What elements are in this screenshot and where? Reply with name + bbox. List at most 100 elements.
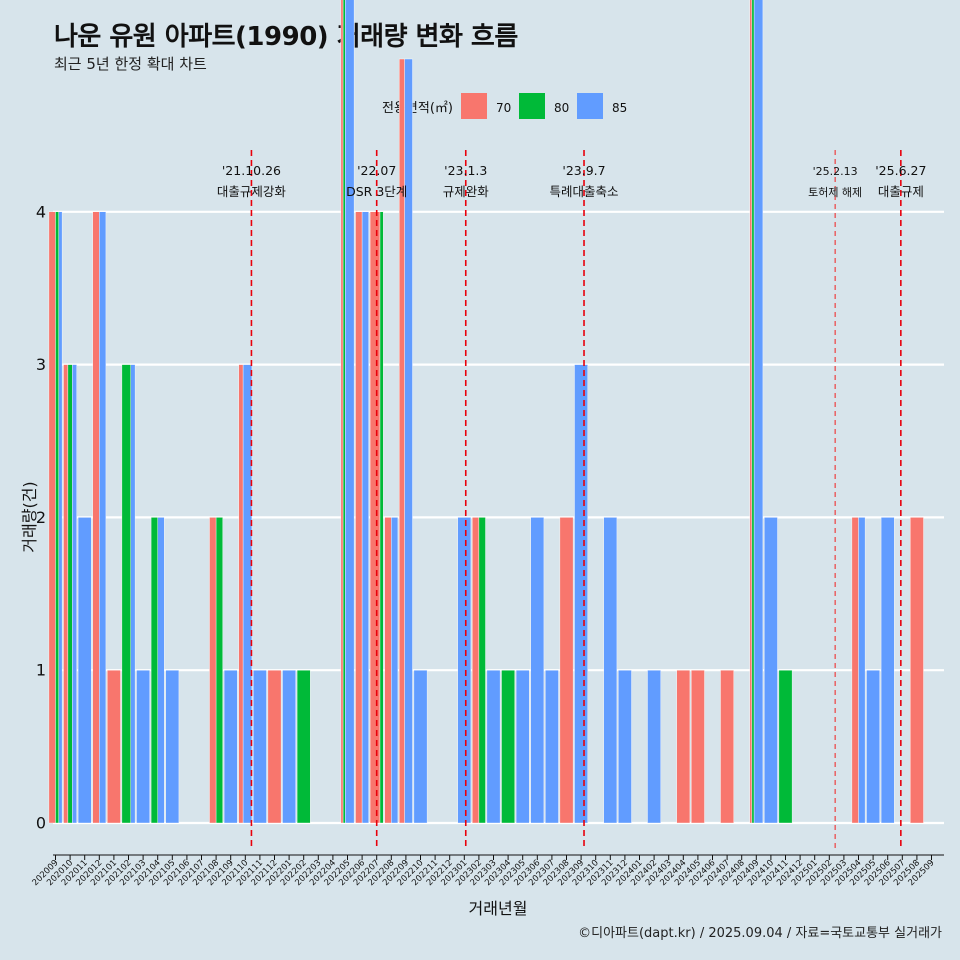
y-tick-label-4: 4 bbox=[36, 202, 46, 221]
bar-202411-80 bbox=[778, 670, 793, 824]
bar-202307-85 bbox=[545, 670, 559, 824]
x-axis-title: 거래년월 bbox=[469, 899, 528, 918]
bar-202305-85 bbox=[515, 670, 530, 824]
event-lines bbox=[250, 150, 902, 848]
bar-202309-85 bbox=[574, 364, 588, 824]
bar-202105-85 bbox=[165, 670, 180, 824]
bar-202504-85 bbox=[858, 517, 866, 824]
x-axis: 2020092020102020112020122021012021022021… bbox=[31, 854, 944, 888]
event-label-1: 대출규제강화 bbox=[217, 184, 287, 199]
bar-202206-70 bbox=[355, 211, 363, 824]
legend-title: 전용면적(㎡) bbox=[382, 101, 453, 116]
bar-202311-85 bbox=[603, 517, 618, 824]
bar-202505-85 bbox=[866, 670, 880, 824]
bars bbox=[48, 0, 924, 824]
bar-202108-80 bbox=[215, 517, 223, 824]
bar-202208-70 bbox=[384, 517, 392, 824]
bar-202410-85 bbox=[764, 517, 778, 824]
legend: 전용면적(㎡) 70 80 85 bbox=[382, 93, 627, 119]
bar-202409-70 bbox=[749, 0, 753, 824]
event-label-6: 대출규제 bbox=[878, 184, 924, 199]
bar-202504-70 bbox=[851, 517, 859, 824]
bar-202209-70 bbox=[399, 58, 405, 824]
y-tick-label-0: 0 bbox=[36, 814, 46, 833]
event-date-3: '23.1.3 bbox=[444, 163, 487, 178]
bar-202409-85 bbox=[753, 0, 764, 824]
bar-202306-85 bbox=[530, 517, 545, 824]
chart-subtitle: 최근 5년 한정 확대 차트 bbox=[54, 55, 207, 73]
bar-202010-80 bbox=[67, 364, 73, 824]
y-tick-label-1: 1 bbox=[36, 661, 46, 680]
y-axis-title: 거래량(건) bbox=[20, 481, 39, 552]
bar-202207-70 bbox=[369, 211, 381, 824]
bar-202312-85 bbox=[618, 670, 632, 824]
bar-202112-70 bbox=[267, 670, 282, 824]
event-date-4: '23.9.7 bbox=[562, 163, 605, 178]
bar-202205-80 bbox=[342, 0, 346, 824]
bar-202506-85 bbox=[880, 517, 895, 824]
y-tick-label-3: 3 bbox=[36, 355, 46, 374]
bar-202205-85 bbox=[345, 0, 355, 824]
bar-202009-85 bbox=[58, 211, 63, 824]
bar-202402-85 bbox=[647, 670, 661, 824]
bar-202110-85 bbox=[242, 364, 253, 824]
bar-202009-70 bbox=[48, 211, 56, 824]
bar-202104-80 bbox=[150, 517, 158, 824]
bar-202302-70 bbox=[472, 517, 480, 824]
event-label-4: 특례대출축소 bbox=[550, 184, 619, 199]
y-axis-ticks: 0 1 2 3 4 bbox=[36, 202, 46, 832]
legend-swatch-70 bbox=[461, 93, 487, 119]
bar-202201-85 bbox=[282, 670, 296, 824]
bar-202109-85 bbox=[223, 670, 238, 824]
bar-202308-70 bbox=[559, 517, 574, 824]
bar-202010-70 bbox=[63, 364, 69, 824]
bar-202409-80 bbox=[751, 0, 755, 824]
legend-swatch-80 bbox=[519, 93, 545, 119]
bar-202101-70 bbox=[107, 670, 121, 824]
event-label-2: DSR 3단계 bbox=[346, 184, 407, 199]
bar-202102-80 bbox=[121, 364, 131, 824]
bar-202108-70 bbox=[209, 517, 217, 824]
bar-202301-85 bbox=[457, 517, 472, 824]
bar-202304-80 bbox=[501, 670, 515, 824]
bar-202407-70 bbox=[720, 670, 734, 824]
bar-202209-85 bbox=[404, 58, 413, 824]
bar-202010-85 bbox=[72, 364, 77, 824]
bar-202104-85 bbox=[157, 517, 165, 824]
event-label-3: 규제완화 bbox=[443, 184, 490, 199]
bar-202012-70 bbox=[92, 211, 100, 824]
bar-202009-80 bbox=[55, 211, 59, 824]
event-date-6: '25.6.27 bbox=[875, 163, 926, 178]
legend-swatch-85 bbox=[577, 93, 603, 119]
y-tick-label-2: 2 bbox=[36, 508, 46, 527]
bar-202111-85 bbox=[253, 670, 267, 824]
bar-202508-70 bbox=[910, 517, 924, 824]
bar-202202-80 bbox=[296, 670, 311, 824]
event-date-1: '21.10.26 bbox=[222, 163, 281, 178]
bar-202102-85 bbox=[130, 364, 136, 824]
bar-202303-85 bbox=[486, 670, 501, 824]
event-date-2: '22.07 bbox=[357, 163, 396, 178]
event-annotations: '21.10.26 대출규제강화 '22.07 DSR 3단계 '23.1.3 규제완화 '… bbox=[217, 163, 926, 199]
bar-202210-85 bbox=[413, 670, 428, 824]
legend-label-70: 70 bbox=[496, 101, 511, 115]
legend-label-85: 85 bbox=[612, 101, 627, 115]
bar-202110-70 bbox=[238, 364, 244, 824]
bar-202208-85 bbox=[391, 517, 399, 824]
legend-label-80: 80 bbox=[554, 101, 569, 115]
bar-202205-70 bbox=[340, 0, 344, 824]
event-date-5: '25.2.13 bbox=[813, 165, 858, 178]
event-label-5: 토허제 해제 bbox=[808, 185, 862, 199]
bar-202207-80 bbox=[379, 211, 384, 824]
bar-202103-85 bbox=[136, 670, 150, 824]
bar-202206-85 bbox=[361, 211, 369, 824]
bar-202012-85 bbox=[99, 211, 107, 824]
chart-caption: ©디아파트(dapt.kr) / 2025.09.04 / 자료=국토교통부 실… bbox=[578, 926, 942, 941]
chart-title: 나운 유원 아파트(1990) 거래량 변화 흐름 bbox=[54, 22, 518, 52]
bar-202302-80 bbox=[478, 517, 486, 824]
bar-202011-85 bbox=[77, 517, 92, 824]
bar-202405-70 bbox=[691, 670, 705, 824]
bar-202404-70 bbox=[676, 670, 691, 824]
